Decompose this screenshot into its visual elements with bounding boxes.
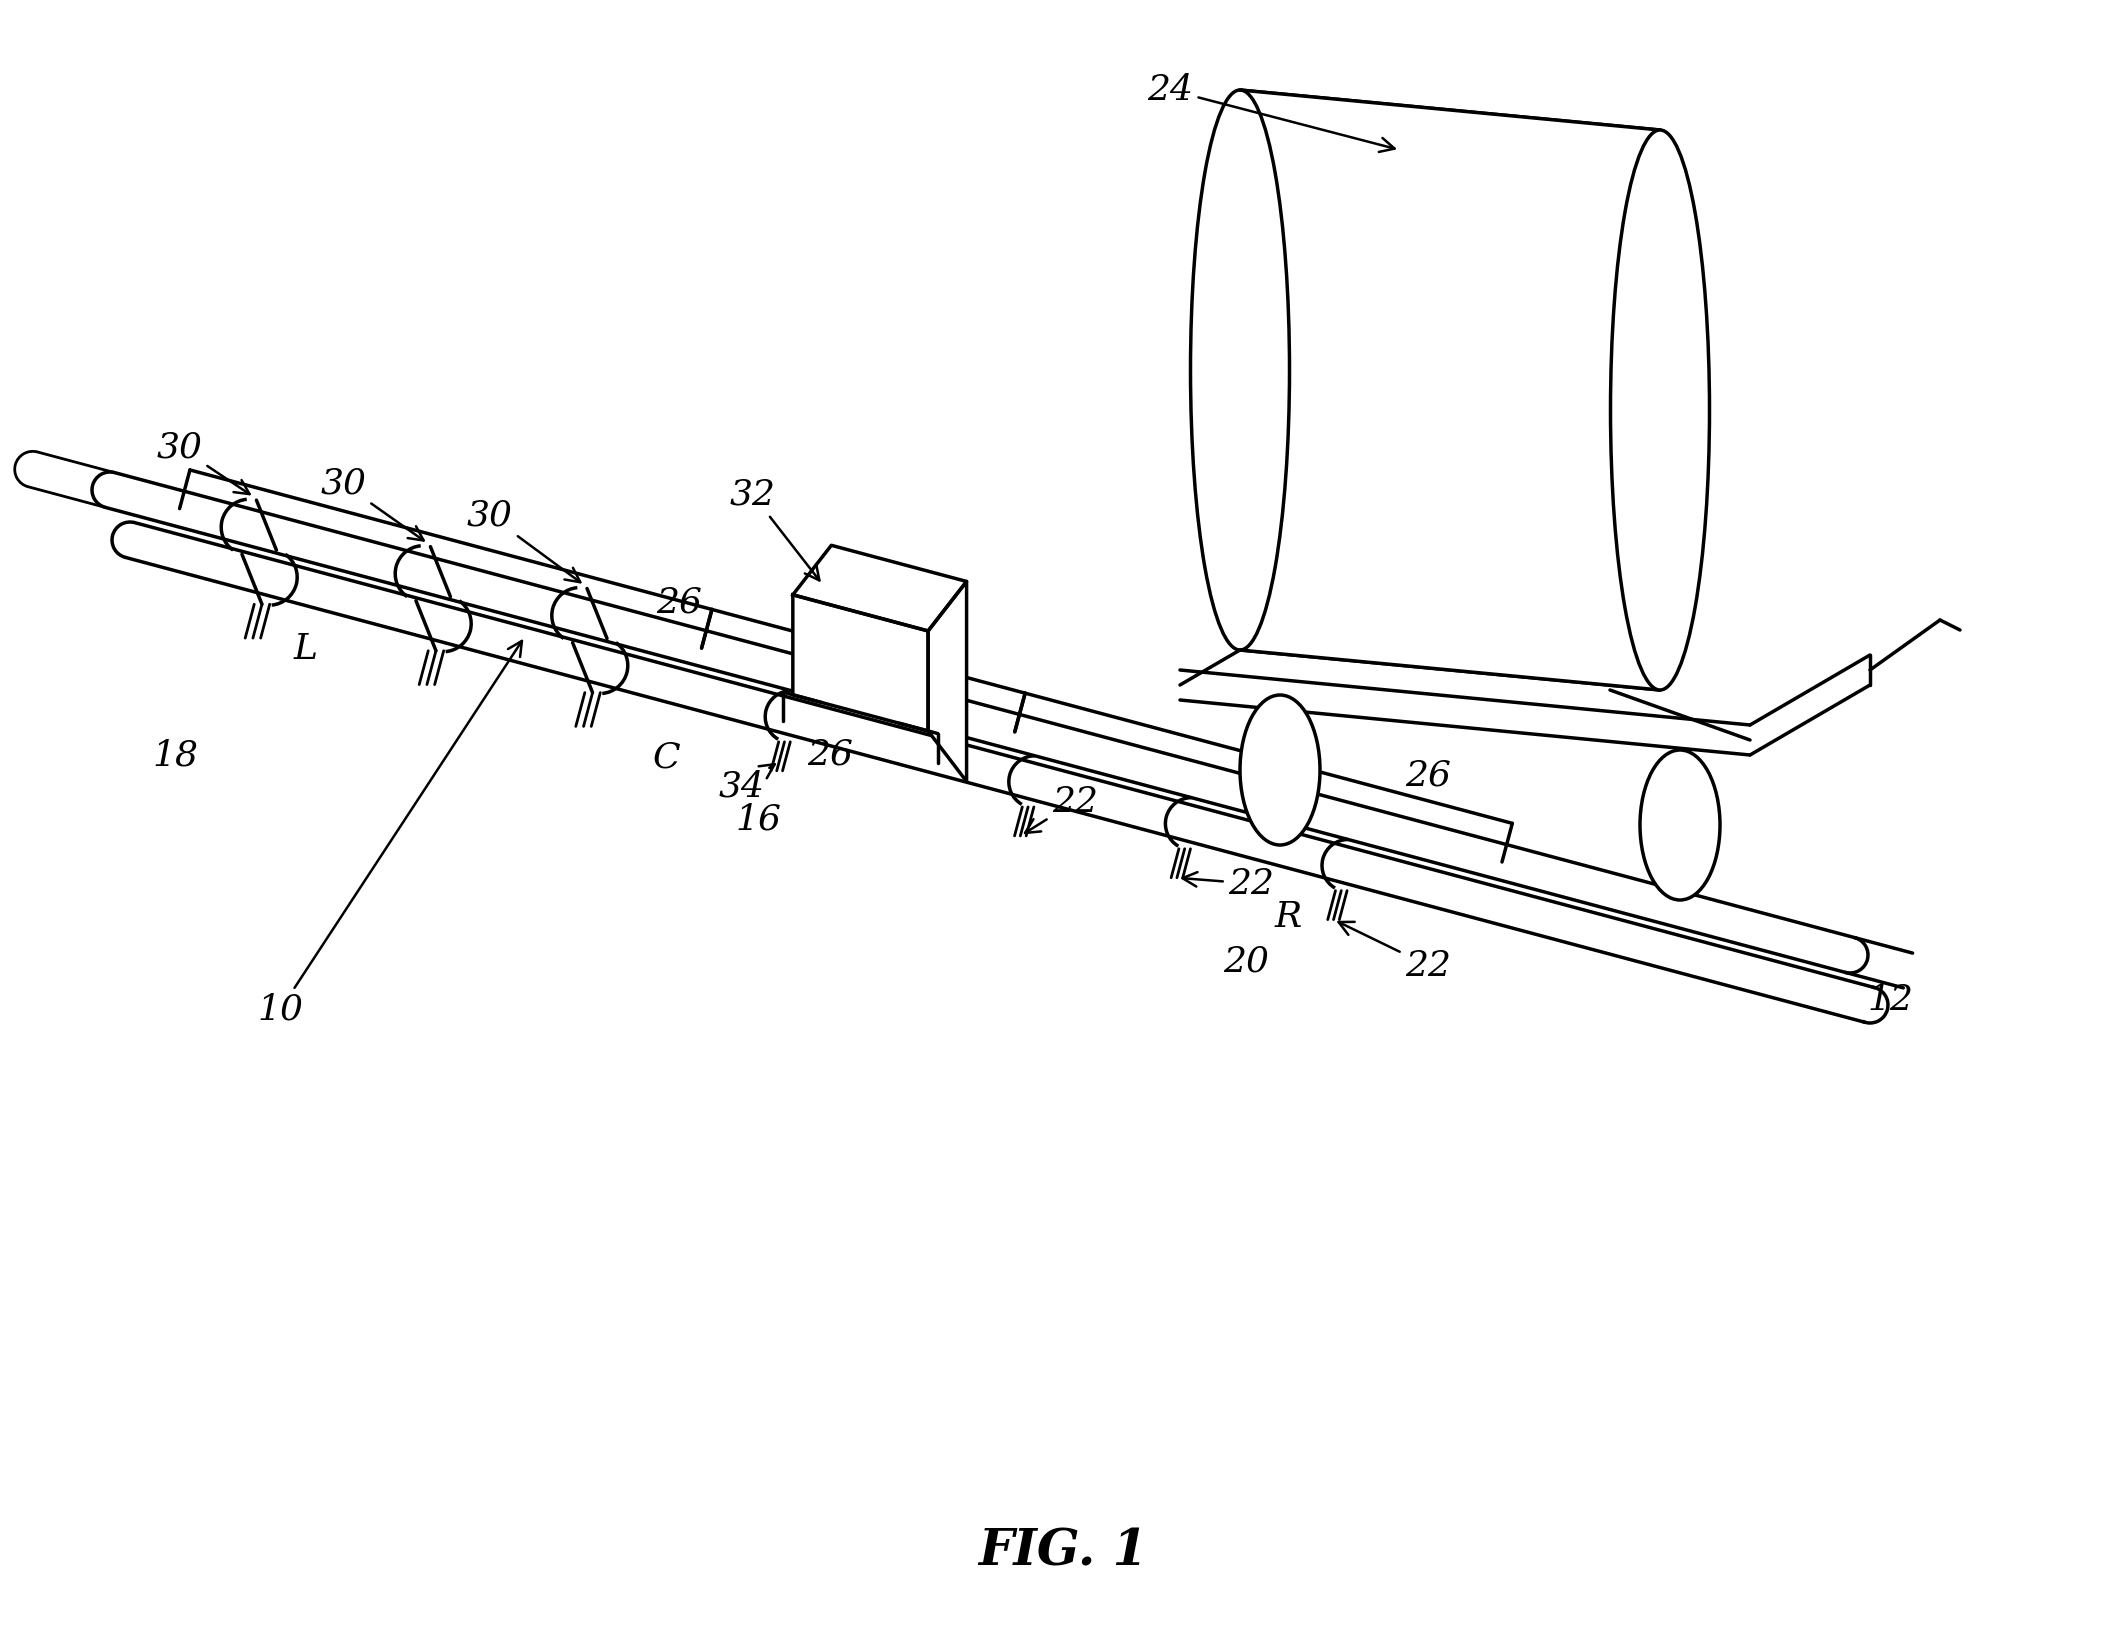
Text: 16: 16 bbox=[736, 803, 780, 837]
Text: 34: 34 bbox=[719, 764, 774, 803]
Polygon shape bbox=[793, 545, 967, 632]
Text: 22: 22 bbox=[1182, 867, 1273, 901]
Text: 18: 18 bbox=[151, 738, 198, 772]
Text: 30: 30 bbox=[321, 467, 423, 540]
Text: 12: 12 bbox=[1867, 982, 1913, 1017]
Text: L: L bbox=[293, 632, 317, 666]
Text: 30: 30 bbox=[468, 498, 580, 583]
Polygon shape bbox=[793, 594, 929, 731]
Text: 22: 22 bbox=[1339, 922, 1452, 982]
Ellipse shape bbox=[1639, 751, 1720, 899]
Text: 32: 32 bbox=[729, 478, 819, 581]
Text: FIG. 1: FIG. 1 bbox=[978, 1528, 1148, 1577]
Ellipse shape bbox=[1612, 131, 1709, 690]
Text: 10: 10 bbox=[257, 641, 523, 1027]
Text: 26: 26 bbox=[808, 738, 853, 772]
Ellipse shape bbox=[1239, 695, 1320, 845]
Text: 20: 20 bbox=[1222, 945, 1269, 979]
Text: 26: 26 bbox=[1405, 759, 1452, 793]
Polygon shape bbox=[929, 581, 967, 782]
Text: 26: 26 bbox=[657, 586, 702, 620]
Text: 22: 22 bbox=[1025, 785, 1097, 832]
Text: 30: 30 bbox=[155, 431, 249, 494]
Ellipse shape bbox=[1191, 90, 1290, 650]
Polygon shape bbox=[1239, 90, 1660, 690]
Text: 24: 24 bbox=[1148, 73, 1395, 152]
Text: C: C bbox=[653, 741, 680, 775]
Text: R: R bbox=[1276, 899, 1301, 934]
